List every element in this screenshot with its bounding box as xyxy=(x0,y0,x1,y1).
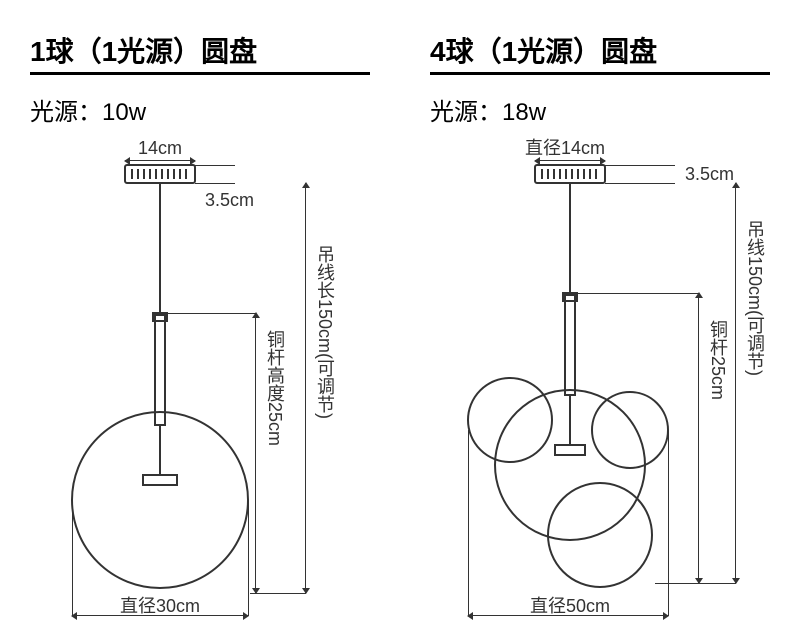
ext-d-1b xyxy=(248,500,249,616)
dim-cord-4 xyxy=(735,183,736,583)
ext-ch-1a xyxy=(195,165,235,166)
panel-4ball: 4球（1光源）圆盘 光源：18w xyxy=(395,0,790,632)
rule-1ball xyxy=(30,72,370,75)
label-canopy-height-1: 3.5cm xyxy=(205,190,254,211)
ext-rod-1a xyxy=(168,313,256,314)
label-diameter-1: 直径30cm xyxy=(120,592,200,618)
ext-d-4b xyxy=(668,430,669,616)
dim-cord-1 xyxy=(305,183,306,593)
label-rod-4: 铜杆25cm xyxy=(705,320,731,400)
ext-rod-4a xyxy=(578,293,699,294)
wattage-4ball: 光源：18w xyxy=(430,92,546,127)
ext-ch-4b xyxy=(605,183,675,184)
label-canopy-width-4: 直径14cm xyxy=(525,134,605,160)
ext-d-4a xyxy=(468,430,469,616)
label-canopy-height-4: 3.5cm xyxy=(685,164,734,185)
label-rod-1: 铜杆高度25cm xyxy=(262,330,288,446)
label-canopy-width-1: 14cm xyxy=(138,138,182,159)
dim-rod-4 xyxy=(698,293,699,583)
dim-canopy-width-1 xyxy=(125,160,195,161)
title-1ball: 1球（1光源）圆盘 xyxy=(30,30,257,70)
wattage-1ball: 光源：10w xyxy=(30,92,146,127)
label-cord-1: 吊线长150cm(可调节) xyxy=(312,245,338,419)
diagram-4ball xyxy=(415,145,715,615)
ext-ch-1b xyxy=(195,183,235,184)
rule-4ball xyxy=(430,72,770,75)
title-4ball: 4球（1光源）圆盘 xyxy=(430,30,657,70)
ext-d-1a xyxy=(72,500,73,616)
panel-1ball: 1球（1光源）圆盘 光源：10w xyxy=(0,0,395,632)
ext-ch-4a xyxy=(605,165,675,166)
dim-canopy-width-4 xyxy=(535,160,605,161)
label-cord-4: 吊线150cm(可调节) xyxy=(742,220,768,376)
dim-rod-1 xyxy=(255,313,256,593)
label-diameter-4: 直径50cm xyxy=(530,592,610,618)
